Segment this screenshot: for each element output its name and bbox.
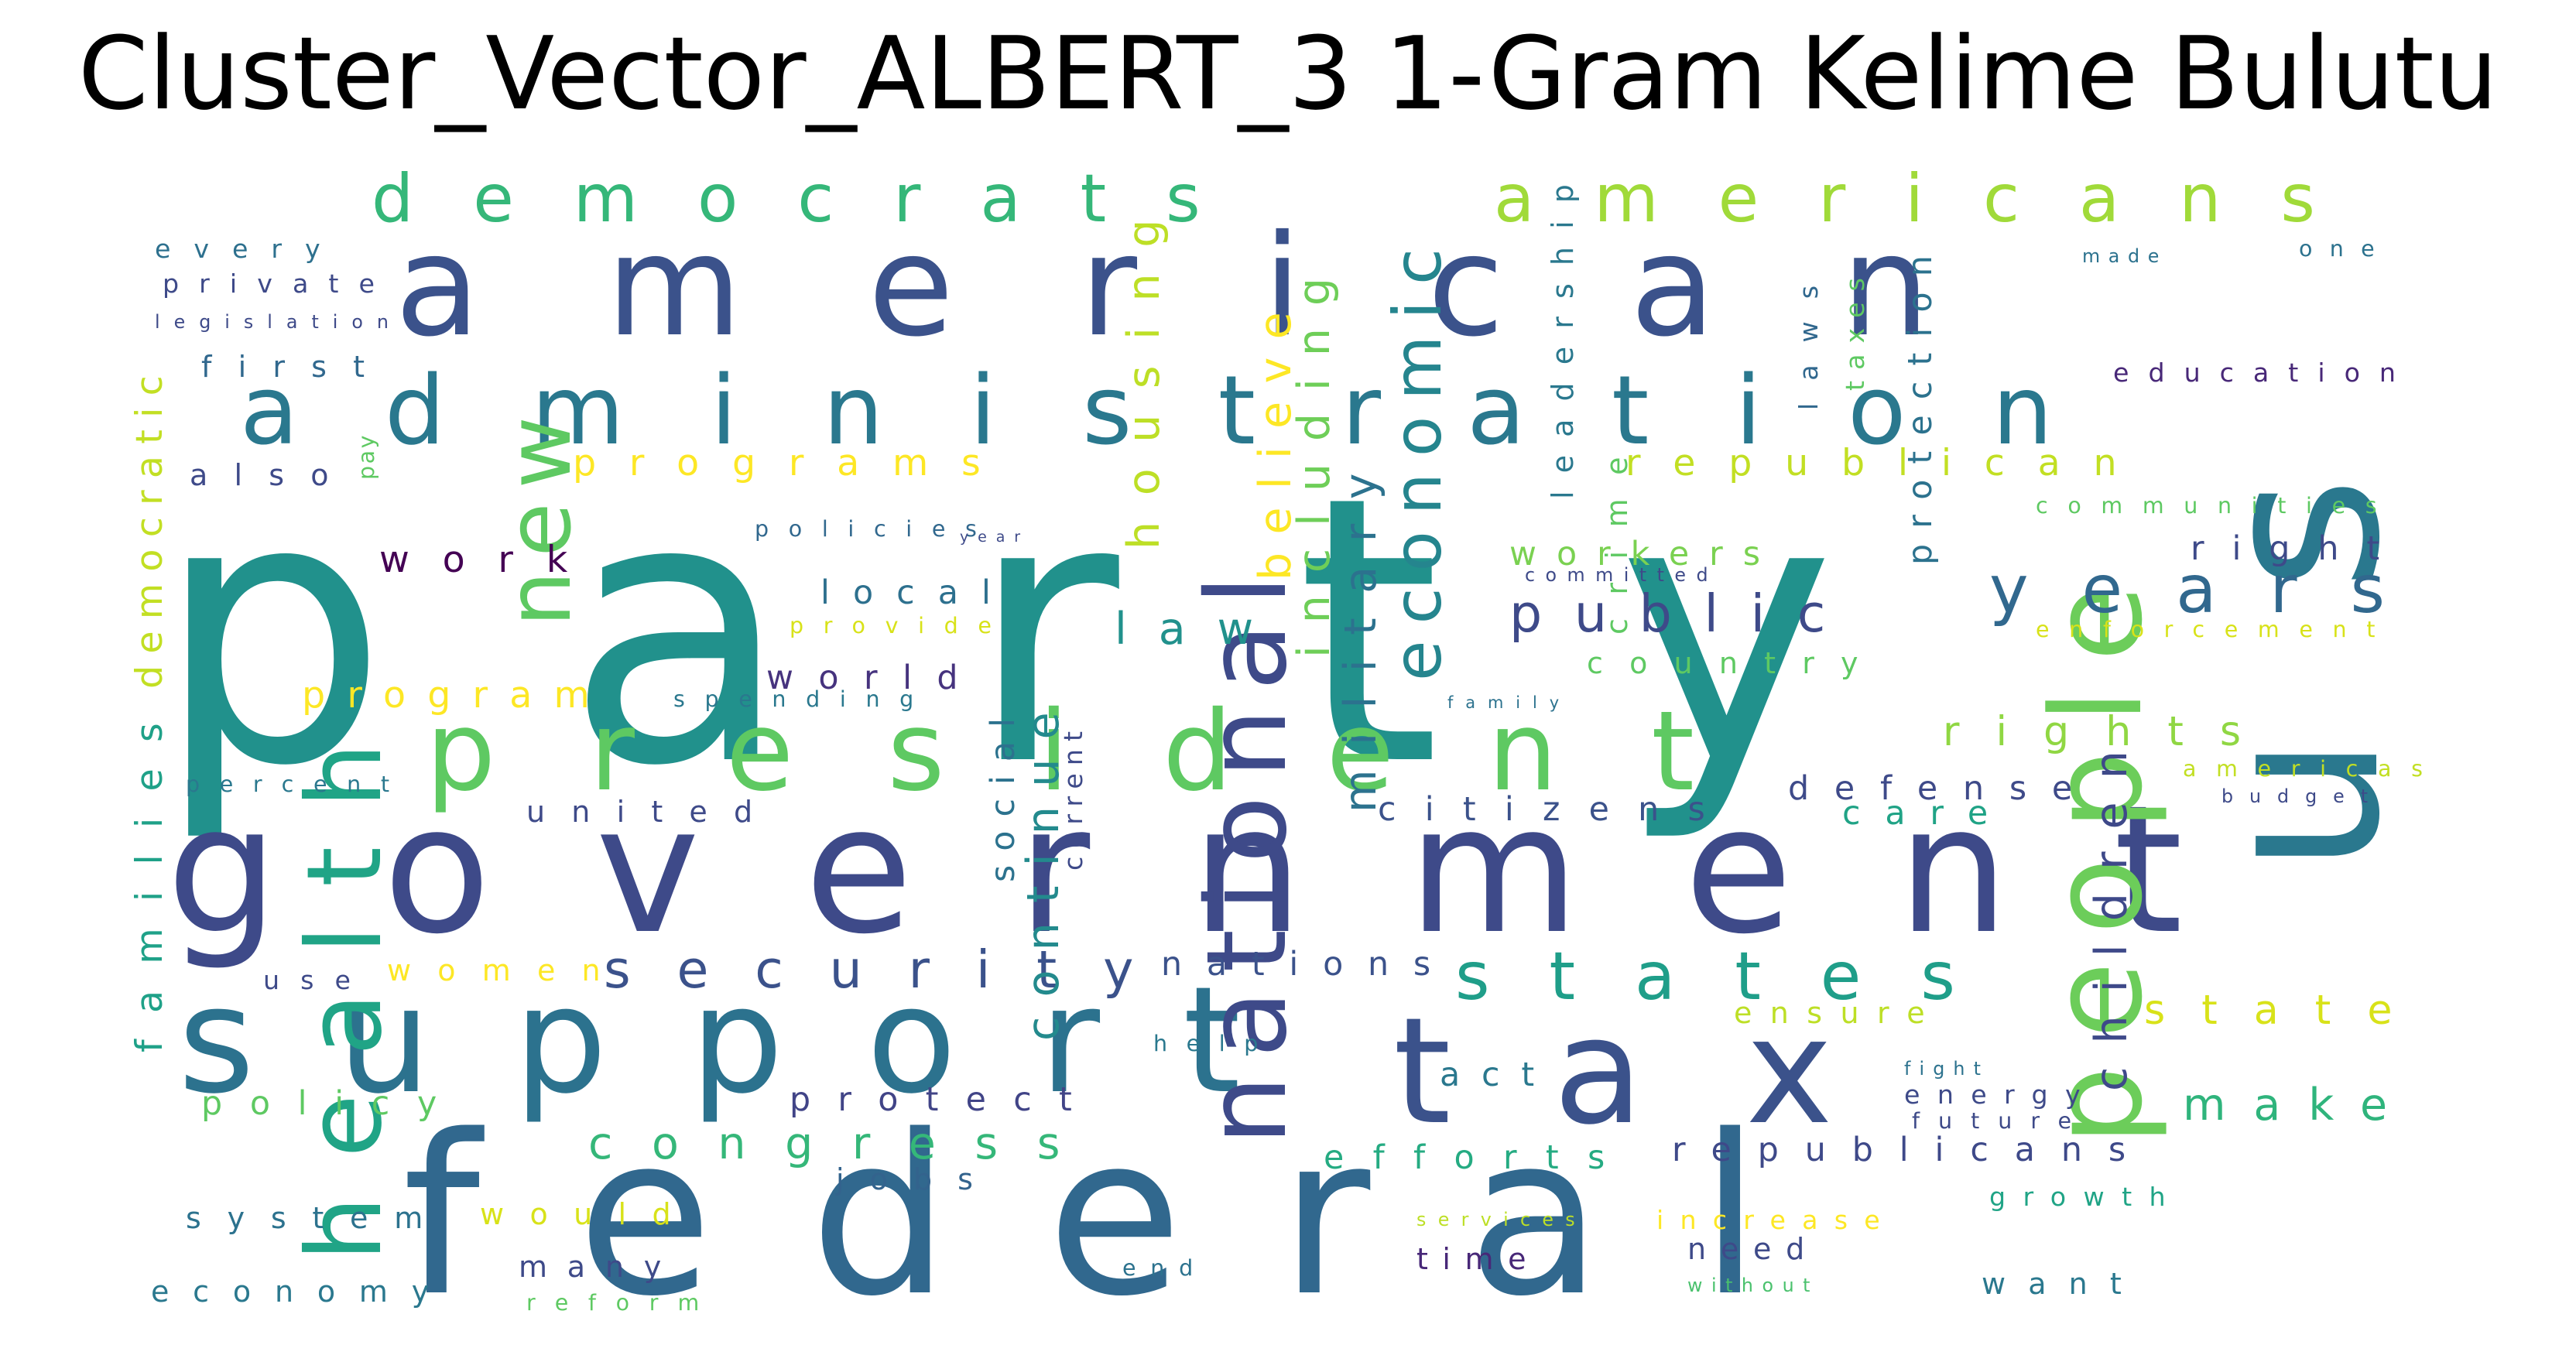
word-fight: fight	[1904, 1058, 1989, 1080]
word-provide: provide	[790, 613, 1012, 638]
word-private: private	[163, 269, 395, 299]
word-policy: policy	[201, 1084, 464, 1123]
word-future: future	[1912, 1108, 2090, 1134]
cloud-title: Cluster_Vector_ALBERT_3 1-Gram Kelime Bu…	[77, 15, 2499, 132]
word-first: first	[201, 350, 392, 384]
word-federal: federal	[402, 1088, 1858, 1345]
word-use: use	[263, 965, 372, 995]
word-committed: committed	[1525, 564, 1718, 586]
word-pay: pay	[354, 433, 379, 480]
word-ensure: ensure	[1734, 996, 1943, 1030]
word-administration: administration	[240, 355, 2139, 467]
word-help: help	[1153, 1031, 1277, 1056]
word-law: law	[1115, 604, 1285, 655]
word-act: act	[1440, 1056, 1556, 1094]
word-world: world	[766, 659, 983, 697]
word-work: work	[379, 539, 601, 581]
word-care: care	[1842, 794, 2012, 833]
word-citizens: citizens	[1378, 790, 1734, 829]
word-current: current	[1058, 724, 1088, 871]
word-united: united	[526, 795, 779, 829]
word-government: government	[166, 767, 2287, 973]
word-democrats: democrats	[372, 161, 1260, 238]
word-family: family	[1447, 693, 1571, 712]
word-democratic: democratic	[128, 364, 171, 689]
word-communities: communities	[2036, 493, 2397, 518]
word-services: services	[1416, 1209, 1587, 1230]
word-public: public	[1509, 583, 1858, 644]
word-year: year	[960, 529, 1029, 546]
word-workers: workers	[1509, 535, 1780, 573]
word-leadership: leadership	[1546, 166, 1580, 499]
word-women: women	[387, 953, 627, 987]
word-increase: increase	[1656, 1205, 1896, 1235]
word-enforcement: enforcement	[2036, 617, 2396, 642]
word-education: education	[2113, 358, 2415, 388]
word-housing: housing	[1118, 193, 1170, 549]
word-president: president	[426, 687, 1788, 816]
word-military: military	[1335, 449, 1386, 813]
word-want: want	[1982, 1267, 2144, 1301]
word-party: party	[155, 419, 2012, 847]
word-spending: spending	[673, 686, 933, 712]
word-made: made	[2082, 245, 2167, 267]
word-system: system	[186, 1201, 449, 1235]
word-tax: tax	[1393, 986, 1935, 1157]
word-country: country	[1587, 646, 1885, 680]
word-economic: economic	[1380, 232, 1457, 681]
word-need: need	[1687, 1232, 1819, 1266]
word-programs: programs	[573, 442, 1014, 484]
word-budget: budget	[2221, 785, 2384, 807]
word-defense: defense	[1788, 769, 2098, 808]
word-nations: nations	[1161, 945, 1455, 984]
word-americas: americas	[2183, 756, 2443, 782]
word-would: would	[480, 1197, 697, 1231]
word-legislation: legislation	[155, 311, 402, 333]
word-states: states	[1455, 939, 2015, 1015]
word-reform: reform	[526, 1290, 719, 1316]
word-end: end	[1122, 1255, 1208, 1281]
word-security: security	[604, 939, 1180, 1000]
word-make: make	[2183, 1080, 2415, 1131]
word-protect: protect	[790, 1080, 1099, 1119]
word-support: support	[178, 955, 1324, 1126]
word-families: families	[128, 696, 171, 1052]
word-many: many	[519, 1250, 681, 1284]
word-policies: policies	[755, 516, 997, 542]
word-republican: republican	[1625, 442, 2150, 484]
word-congress: congress	[588, 1118, 1099, 1169]
word-years: years	[1989, 552, 2438, 628]
word-one: one	[2299, 236, 2392, 262]
word-new: new	[488, 402, 591, 627]
word-without: without	[1687, 1275, 1819, 1296]
word-laws: laws	[1793, 263, 1824, 410]
word-also: also	[190, 458, 355, 492]
word-local: local	[820, 573, 1014, 612]
word-jobs: jobs	[836, 1162, 999, 1196]
word-protection: protection	[1901, 240, 1940, 565]
word-crime: crime	[1600, 433, 1634, 635]
word-right: right	[2191, 529, 2407, 568]
word-social: social	[984, 704, 1023, 882]
word-taxes: taxes	[1840, 267, 1870, 391]
word-believe: believe	[1250, 294, 1301, 580]
word-program: program	[302, 674, 611, 717]
word-economy: economy	[151, 1275, 453, 1309]
word-time: time	[1416, 1242, 1540, 1276]
word-energy: energy	[1904, 1080, 2098, 1110]
word-state: state	[2144, 987, 2429, 1034]
word-every: every	[155, 234, 344, 264]
word-americans: americans	[1494, 161, 2375, 238]
word-percent: percent	[186, 772, 409, 797]
word-growth: growth	[1989, 1182, 2183, 1212]
word-rights: rights	[1943, 709, 2278, 755]
word-republicans: republicans	[1672, 1131, 2152, 1169]
word-american: american	[395, 204, 2056, 368]
word-efforts: efforts	[1324, 1138, 1634, 1177]
